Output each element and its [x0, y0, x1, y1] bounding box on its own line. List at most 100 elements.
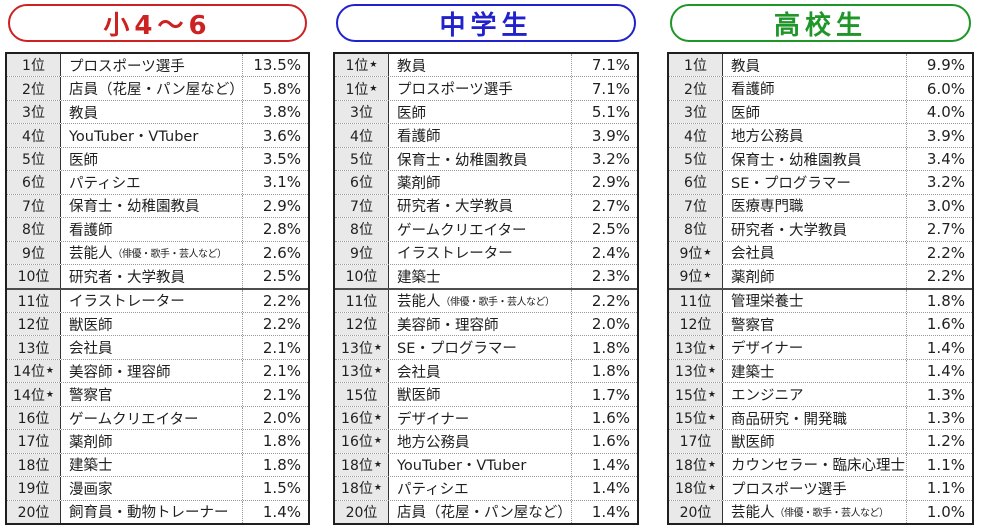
table-row: 9位 芸能人 （俳優・歌手・芸人など） 2.6% — [7, 241, 308, 266]
occupation-note: （俳優・歌手・芸人など） — [112, 249, 228, 261]
occupation-cell: 店員（花屋・パン屋など） — [69, 82, 242, 99]
percent-cell: 3.2% — [571, 147, 637, 171]
table-row: 6位 薬剤師 2.9% — [335, 171, 637, 195]
table-row: 1位 教員 9.9% — [669, 54, 972, 78]
percent-cell: 1.4% — [571, 477, 637, 500]
occupation-cell: カウンセラー・臨床心理士 — [731, 458, 905, 475]
tie-star-icon: ★ — [707, 459, 716, 470]
occupation-cell: 獣医師 — [397, 388, 441, 405]
table-row: 5位 保育士・幼稚園教員 3.2% — [335, 147, 637, 172]
table-row: 3位 医師 5.1% — [335, 100, 637, 125]
occupation-cell: 建築士 — [69, 458, 113, 475]
percent-cell: 1.1% — [906, 477, 972, 500]
rank-cell: 20位 — [7, 500, 61, 524]
table-row: 11位 管理栄養士 1.8% — [669, 289, 972, 313]
occupation-cell: 会社員 — [397, 364, 441, 381]
table-row: 15位 獣医師 1.7% — [335, 383, 637, 407]
rank-cell: 4位 — [669, 124, 723, 147]
percent-cell: 3.6% — [242, 124, 308, 147]
occupation-cell: 研究者・大学教員 — [731, 222, 847, 239]
group-title-junior-high: 中学生 — [336, 4, 636, 42]
percent-cell: 3.2% — [906, 171, 972, 194]
occupation-cell: 飼育員・動物トレーナー — [69, 505, 229, 522]
occupation-cell: 獣医師 — [69, 317, 113, 334]
occupation-cell: プロスポーツ選手 — [731, 481, 847, 498]
rank-cell: 18位 ★ — [335, 453, 389, 477]
rank-cell: 18位 ★ — [335, 477, 389, 500]
table-row: 12位 警察官 1.6% — [669, 312, 972, 337]
rank-cell: 18位 — [7, 453, 61, 477]
occupation-cell: パティシエ — [69, 175, 141, 192]
ranking-table-elementary: 1位 プロスポーツ選手 13.5% 2位 店員（花屋・パン屋など） 5.8% 3位 教員 3.8… — [5, 52, 310, 525]
percent-cell: 2.9% — [242, 194, 308, 218]
percent-cell: 2.2% — [906, 265, 972, 288]
table-row: 4位 地方公務員 3.9% — [669, 124, 972, 148]
percent-cell: 1.6% — [571, 406, 637, 430]
table-row: 6位 SE・プログラマー 3.2% — [669, 171, 972, 195]
percent-cell: 3.9% — [571, 124, 637, 147]
percent-cell: 1.3% — [906, 406, 972, 430]
rank-cell: 18位 ★ — [669, 477, 723, 500]
occupation-cell: YouTuber・VTuber — [69, 129, 199, 146]
table-row: 4位 看護師 3.9% — [335, 124, 637, 148]
table-row: 2位 看護師 6.0% — [669, 77, 972, 101]
rank-cell: 15位 ★ — [669, 383, 723, 406]
occupation-cell: ゲームクリエイター — [69, 411, 199, 428]
occupation-cell: SE・プログラマー — [397, 341, 517, 358]
table-row: 5位 保育士・幼稚園教員 3.4% — [669, 147, 972, 172]
rank-cell: 20位 — [335, 500, 389, 524]
ranking-table-junior-high: 1位 ★ 教員 7.1% 1位 ★ プロスポーツ選手 7.1% 3位 医師 5.1% 4位 看護師 3.9… — [333, 52, 639, 525]
occupation-cell: 医師 — [397, 105, 426, 122]
percent-cell: 7.1% — [571, 77, 637, 100]
table-row: 7位 医療専門職 3.0% — [669, 194, 972, 219]
table-row: 15位 ★ エンジニア 1.3% — [669, 383, 972, 407]
rank-cell: 1位 — [7, 54, 61, 77]
table-row: 9位 イラストレーター 2.4% — [335, 241, 637, 266]
table-row: 20位 店員（花屋・パン屋など） 1.4% — [335, 500, 637, 524]
group-title-elementary: 小4～6 — [8, 4, 307, 42]
rank-cell: 9位 — [335, 241, 389, 265]
occupation-cell: 芸能人 （俳優・歌手・芸人など） — [731, 505, 889, 522]
table-row: 13位 ★ 建築士 1.4% — [669, 359, 972, 384]
tie-star-icon: ★ — [373, 413, 382, 424]
occupation-cell: エンジニア — [731, 388, 804, 405]
rank-cell: 16位 — [7, 406, 61, 430]
rank-cell: 20位 — [669, 500, 723, 524]
percent-cell: 7.1% — [571, 54, 637, 77]
percent-cell: 1.0% — [906, 500, 972, 524]
table-row: 7位 研究者・大学教員 2.7% — [335, 194, 637, 219]
occupation-cell: 商品研究・開発職 — [731, 411, 847, 428]
percent-cell: 2.3% — [571, 265, 637, 288]
percent-cell: 1.4% — [906, 359, 972, 383]
percent-cell: 3.1% — [242, 171, 308, 194]
occupation-cell: 保育士・幼稚園教員 — [69, 199, 200, 216]
percent-cell: 1.4% — [571, 453, 637, 477]
percent-cell: 1.8% — [242, 453, 308, 477]
rank-cell: 10位 — [7, 265, 61, 288]
percent-cell: 2.5% — [242, 265, 308, 288]
rank-cell: 9位 ★ — [669, 241, 723, 265]
tie-star-icon: ★ — [369, 60, 378, 71]
percent-cell: 2.2% — [571, 289, 637, 312]
percent-cell: 3.9% — [906, 124, 972, 147]
occupation-cell: 薬剤師 — [397, 175, 441, 192]
rank-cell: 13位 ★ — [335, 336, 389, 359]
table-row: 1位 ★ プロスポーツ選手 7.1% — [335, 77, 637, 101]
rank-cell: 2位 — [669, 77, 723, 100]
rank-cell: 6位 — [335, 171, 389, 194]
tie-star-icon: ★ — [707, 413, 716, 424]
percent-cell: 2.1% — [242, 359, 308, 383]
occupation-cell: プロスポーツ選手 — [397, 82, 513, 99]
percent-cell: 1.2% — [906, 430, 972, 453]
rank-cell: 2位 — [7, 77, 61, 100]
percent-cell: 2.0% — [571, 312, 637, 336]
rank-cell: 8位 — [335, 218, 389, 241]
percent-cell: 2.0% — [242, 406, 308, 430]
table-row: 14位 ★ 警察官 2.1% — [7, 383, 308, 407]
percent-cell: 1.4% — [906, 336, 972, 359]
occupation-cell: イラストレーター — [69, 294, 185, 311]
rank-cell: 9位 ★ — [669, 265, 723, 288]
rank-cell: 6位 — [7, 171, 61, 194]
rank-cell: 3位 — [669, 100, 723, 124]
